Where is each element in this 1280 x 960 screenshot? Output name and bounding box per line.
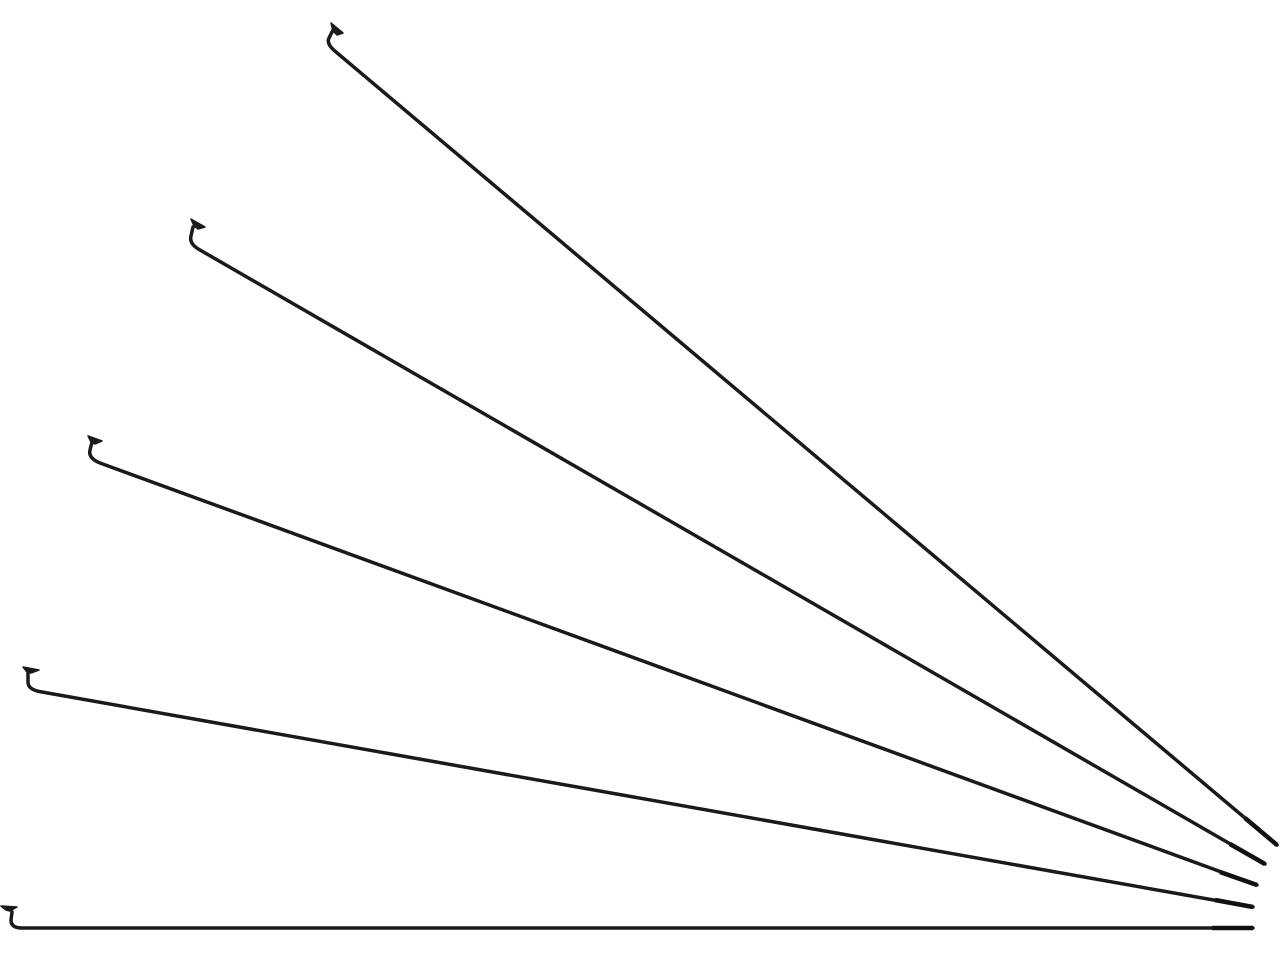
spoke-shaft — [87, 440, 1259, 887]
spoke-shaft — [188, 225, 1267, 866]
spoke-head — [87, 435, 103, 445]
spoke-thread — [1243, 816, 1279, 847]
spoke-thread — [1214, 897, 1254, 910]
spoke — [326, 22, 1279, 847]
spoke-shaft — [326, 28, 1279, 847]
spoke-shaft — [9, 910, 1255, 930]
spoke-head — [0, 905, 18, 912]
spoke — [87, 435, 1259, 888]
spoke — [22, 666, 1255, 910]
spoke-thread — [1228, 842, 1267, 866]
spoke — [0, 905, 1255, 931]
spoke — [188, 218, 1267, 866]
spoke-shaft — [26, 671, 1255, 909]
spoke-thread — [1219, 869, 1258, 888]
spoke-head — [190, 218, 206, 230]
spoke-head — [22, 666, 40, 674]
spoke-head — [330, 22, 344, 36]
